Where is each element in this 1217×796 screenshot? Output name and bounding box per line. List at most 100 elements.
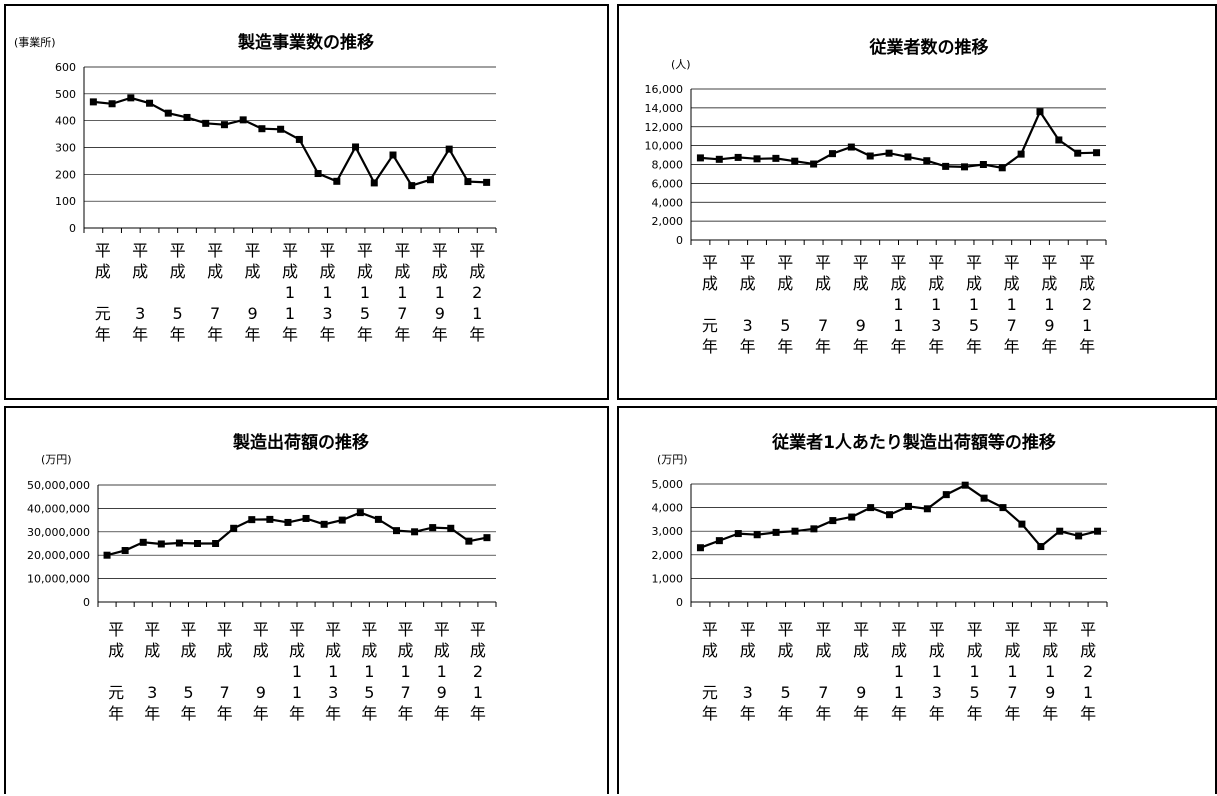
- x-category-label: 平: [1079, 253, 1095, 272]
- x-category-label: 成: [1041, 274, 1057, 293]
- y-tick-label: 4,000: [652, 502, 684, 515]
- x-category-label: 平: [357, 241, 373, 260]
- data-point: [961, 481, 969, 489]
- x-category-label: 平: [432, 241, 448, 260]
- x-category-label: 年: [217, 704, 233, 723]
- data-point: [772, 528, 780, 536]
- x-category-label: 元: [95, 304, 111, 323]
- x-category-label: 年: [325, 704, 341, 723]
- data-point: [103, 551, 111, 559]
- data-point: [320, 520, 328, 528]
- y-tick-label: 8,000: [652, 159, 684, 172]
- x-category-label: 成: [398, 641, 414, 660]
- data-point: [374, 515, 382, 523]
- employees-line-chart: 従業者数の推移 (人) 0 2,000 4,000 6,000 8,000 10,000 1…: [645, 37, 1107, 356]
- x-category-label: 年: [891, 704, 907, 723]
- x-category-label: 7: [220, 683, 230, 702]
- x-category-label: 年: [394, 325, 410, 344]
- y-tick-label: 100: [55, 195, 76, 208]
- x-category-label: 3: [147, 683, 157, 702]
- x-category-label: 5: [364, 683, 374, 702]
- x-category-label: 1: [364, 662, 374, 681]
- x-category-label: 3: [135, 304, 145, 323]
- x-category-label: 9: [247, 304, 257, 323]
- x-category-label: 平: [319, 241, 335, 260]
- x-category-label: 成: [170, 262, 186, 281]
- data-point: [753, 531, 761, 539]
- x-category-label: 成: [144, 641, 160, 660]
- y-tick-label: 600: [55, 61, 76, 74]
- x-category-label: 1: [472, 304, 482, 323]
- y-tick-label: 400: [55, 115, 76, 128]
- x-category-label: 成: [434, 641, 450, 660]
- x-category-label: 7: [818, 683, 828, 702]
- x-category-label: 年: [815, 337, 831, 356]
- y-tick-label: 10,000: [645, 140, 684, 153]
- x-category-label: 成: [217, 641, 233, 660]
- x-category-label: 成: [778, 641, 794, 660]
- data-point: [408, 182, 416, 190]
- y-tick-label: 12,000: [645, 121, 684, 134]
- data-point: [108, 100, 116, 108]
- x-category-label: 7: [818, 316, 828, 335]
- data-point: [356, 509, 364, 517]
- data-point: [258, 125, 266, 133]
- y-tick-label: 20,000,000: [27, 549, 90, 562]
- data-point: [314, 170, 322, 178]
- data-point: [89, 98, 97, 106]
- x-category-label: 成: [740, 274, 756, 293]
- x-category-label: 平: [929, 620, 945, 639]
- x-category-label: 平: [1004, 620, 1020, 639]
- x-category-label: 1: [970, 662, 980, 681]
- x-category-label: 成: [890, 274, 906, 293]
- chart-panel-employees: 従業者数の推移 (人) 0 2,000 4,000 6,000 8,000 10,000 1…: [617, 4, 1217, 400]
- data-point: [175, 539, 183, 547]
- x-category-label: 1: [360, 283, 370, 302]
- data-point: [829, 517, 837, 525]
- x-category-label: 1: [893, 316, 903, 335]
- x-category-label: 年: [253, 704, 269, 723]
- data-point: [239, 116, 247, 124]
- x-category-label: 平: [853, 620, 869, 639]
- x-category-label: 平: [434, 620, 450, 639]
- x-category-label: 平: [325, 620, 341, 639]
- x-category-label: 年: [1079, 337, 1095, 356]
- y-tick-label: 50,000,000: [27, 479, 90, 492]
- data-point: [248, 516, 256, 524]
- x-category-label: 1: [894, 683, 904, 702]
- data-point: [715, 537, 723, 545]
- x-category-label: 成: [245, 262, 261, 281]
- data-point: [194, 540, 201, 547]
- data-point: [447, 524, 455, 532]
- data-point: [121, 547, 129, 555]
- x-category-label: 成: [207, 262, 223, 281]
- x-category-label: 1: [285, 283, 295, 302]
- x-category-label: 年: [144, 704, 160, 723]
- x-category-label: 年: [282, 325, 298, 344]
- data-point: [389, 151, 397, 159]
- data-point: [352, 143, 360, 151]
- x-category-label: 成: [853, 274, 869, 293]
- x-category-label: 7: [397, 304, 407, 323]
- y-axis-unit: (人): [671, 58, 691, 71]
- x-category-label: 1: [1007, 295, 1017, 314]
- x-category-label: 年: [1004, 704, 1020, 723]
- data-point: [886, 511, 894, 519]
- x-category-label: 年: [702, 337, 718, 356]
- x-category-label: 7: [1007, 316, 1017, 335]
- y-tick-label: 5,000: [652, 478, 684, 491]
- y-tick-label: 4,000: [652, 196, 684, 209]
- x-category-label: 平: [890, 253, 906, 272]
- y-tick-label: 500: [55, 88, 76, 101]
- x-category-label: 成: [853, 641, 869, 660]
- chart-title: 製造事業数の推移: [237, 32, 374, 53]
- x-category-label: 年: [1080, 704, 1096, 723]
- x-category-label: 年: [928, 337, 944, 356]
- x-category-label: 9: [256, 683, 266, 702]
- x-category-label: 平: [966, 253, 982, 272]
- per-employee-line-chart: 従業者1人あたり製造出荷額等の推移 (万円) 0 1,000 2,000 3,000 4…: [652, 432, 1108, 723]
- x-category-label: 平: [282, 241, 298, 260]
- x-category-label: 成: [325, 641, 341, 660]
- data-point: [847, 143, 855, 151]
- x-category-label: 成: [289, 641, 305, 660]
